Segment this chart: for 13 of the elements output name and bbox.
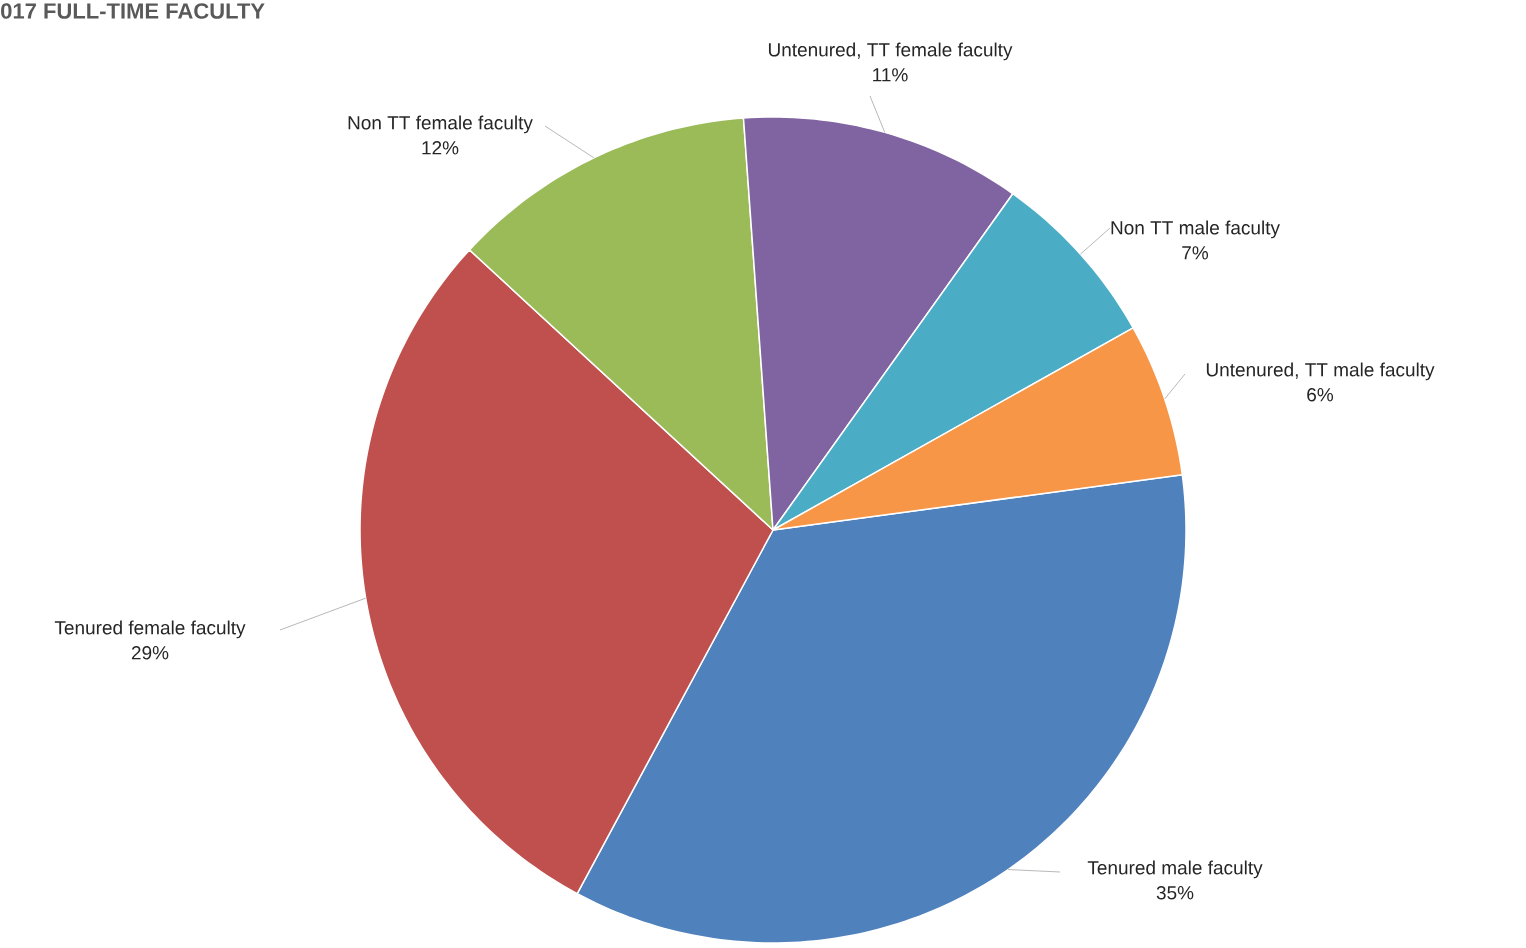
data-label: 29%	[131, 646, 169, 660]
slice-label: Untenured, TT male faculty	[1206, 362, 1435, 381]
slice-label: Non TT male faculty	[1111, 220, 1280, 239]
data-label: 11%	[873, 68, 908, 82]
data-label: 35%	[1156, 886, 1194, 900]
data-label: 6%	[1307, 388, 1334, 402]
slice-label: Tenured male faculty	[1087, 860, 1263, 879]
data-label: 7%	[1182, 246, 1209, 260]
slice-label: Non TT female faculty	[348, 115, 533, 134]
slice-label: Tenured female faculty	[54, 620, 246, 639]
slice-label: Untenured, TT female faculty	[768, 42, 1013, 61]
chart-title: 017 FULL-TIME FACULTY	[1, 3, 265, 19]
data-label: 12%	[422, 141, 459, 155]
